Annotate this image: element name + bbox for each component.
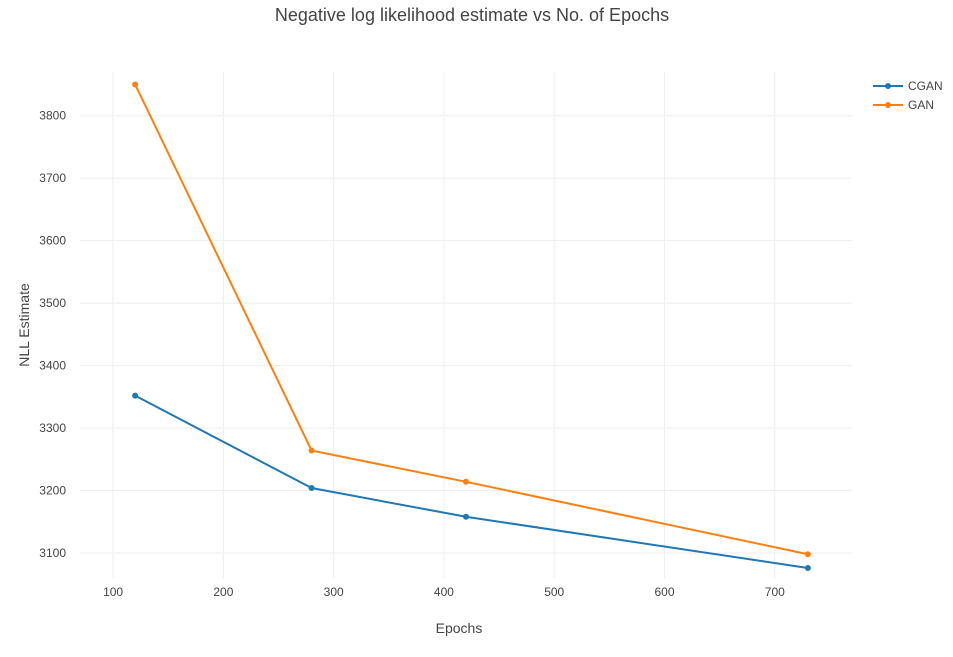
legend: CGAN GAN: [873, 79, 943, 112]
chart-title: Negative log likelihood estimate vs No. …: [275, 5, 669, 25]
series-layer: [132, 81, 811, 572]
gan-data-point: [308, 447, 315, 454]
legend-swatch-marker: [885, 102, 891, 108]
legend-label: GAN: [908, 98, 934, 112]
x-axis-ticks: 100 200 300 400 500 600 700: [103, 585, 785, 599]
x-tick-label: 300: [324, 585, 344, 599]
cgan-data-point: [308, 485, 315, 492]
y-tick-label: 3700: [39, 171, 66, 185]
gan-data-point: [463, 478, 469, 485]
x-tick-label: 600: [654, 585, 674, 599]
x-tick-label: 100: [103, 585, 123, 599]
x-tick-label: 200: [213, 585, 233, 599]
y-tick-label: 3400: [39, 359, 66, 373]
y-axis-title: NLL Estimate: [16, 283, 32, 367]
y-tick-label: 3600: [39, 234, 66, 248]
y-tick-label: 3200: [39, 484, 66, 498]
cgan-data-point: [132, 392, 139, 399]
y-axis-ticks: 3100 3200 3300 3400 3500 3600 3700 3800: [39, 109, 66, 560]
legend-swatch-marker: [885, 83, 891, 89]
x-tick-label: 400: [434, 585, 454, 599]
y-tick-label: 3500: [39, 296, 66, 310]
x-tick-label: 500: [544, 585, 564, 599]
cgan-data-point: [463, 513, 469, 520]
legend-item-gan[interactable]: GAN: [873, 98, 934, 112]
x-axis-title: Epochs: [436, 620, 483, 636]
y-tick-label: 3100: [39, 546, 66, 560]
gan-series-line: [134, 84, 809, 556]
cgan-series-line: [134, 394, 809, 569]
x-tick-label: 700: [765, 585, 785, 599]
legend-item-cgan[interactable]: CGAN: [873, 79, 943, 93]
y-tick-label: 3800: [39, 109, 66, 123]
legend-label: CGAN: [908, 79, 943, 93]
gan-data-point: [132, 81, 139, 88]
cgan-data-point: [804, 565, 811, 572]
gridlines: [80, 72, 852, 578]
y-tick-label: 3300: [39, 421, 66, 435]
gan-data-point: [804, 551, 811, 558]
